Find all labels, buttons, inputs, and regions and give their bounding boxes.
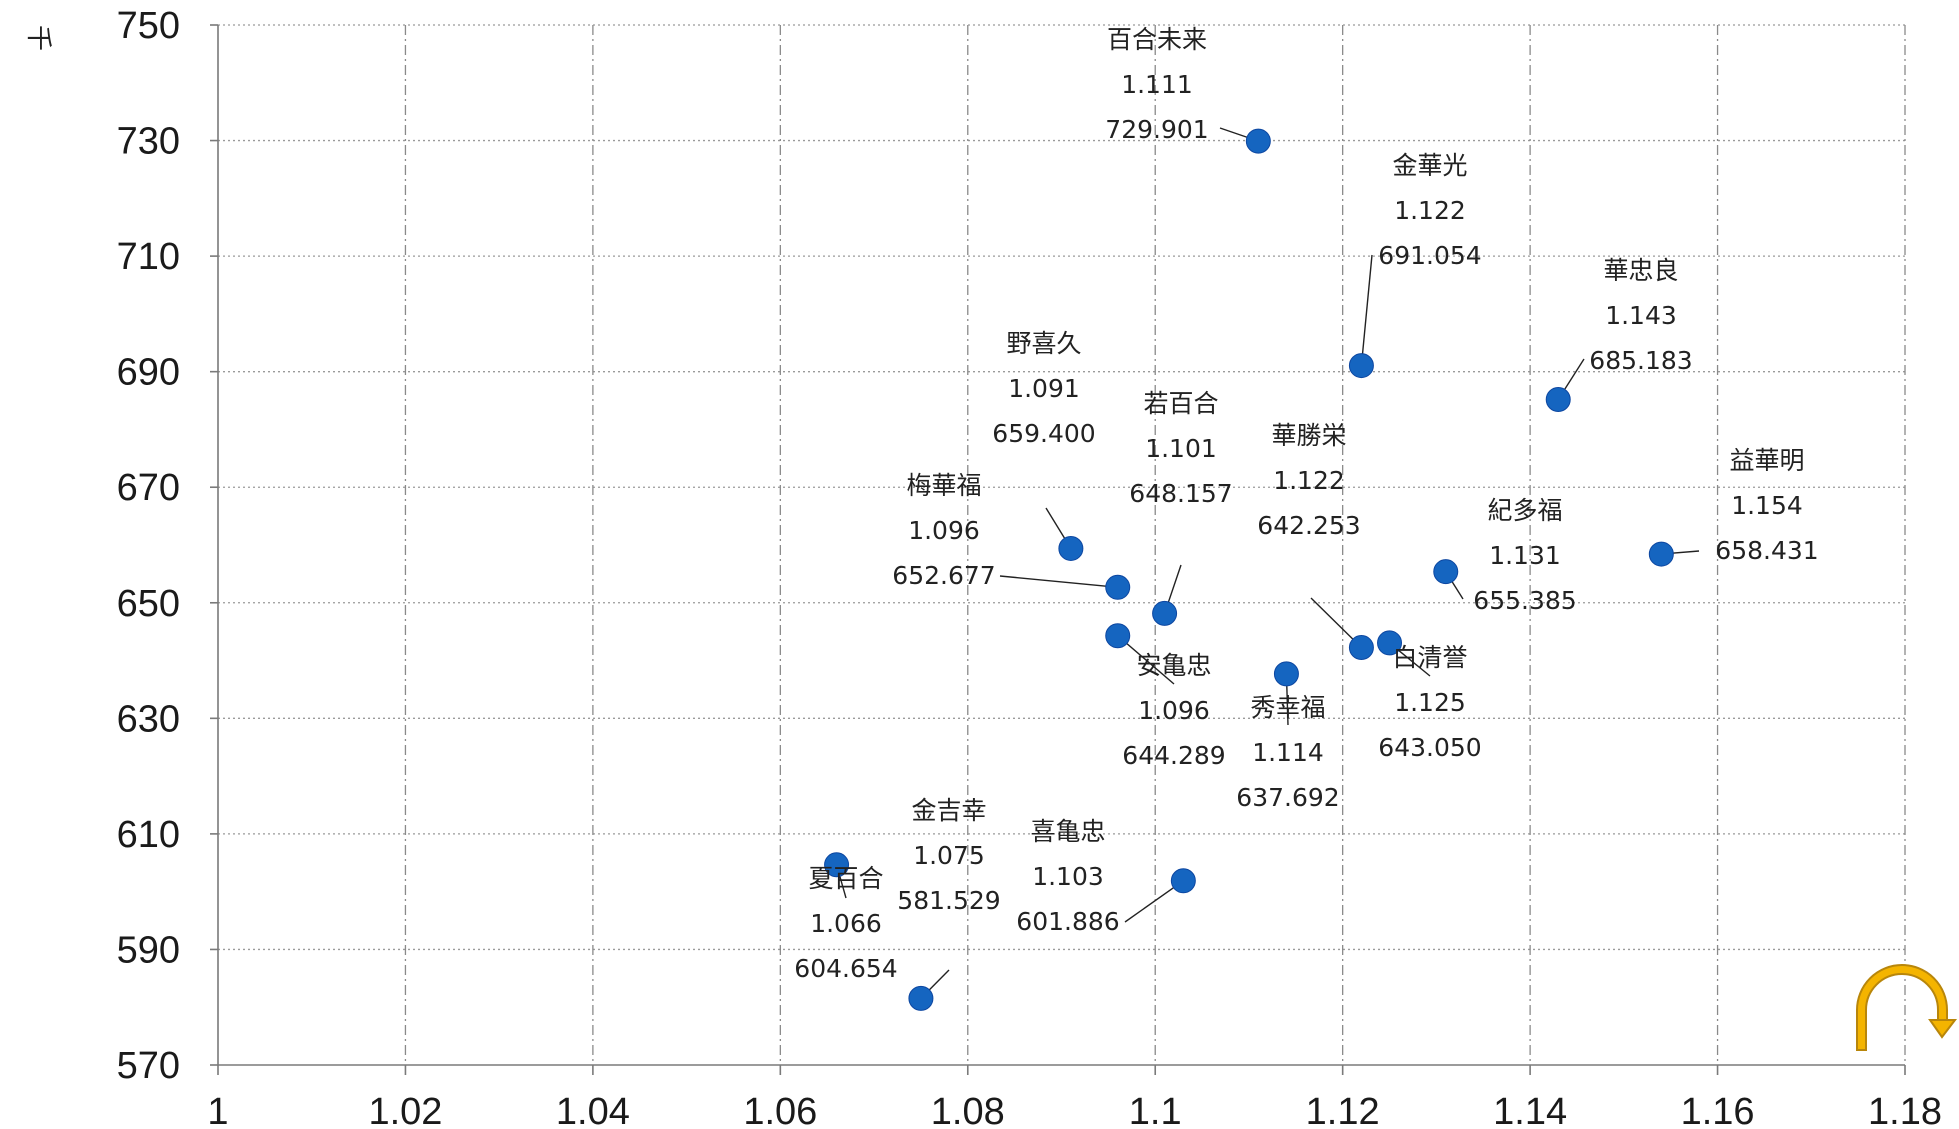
point-y-label: 637.692 xyxy=(1236,783,1339,812)
point-x-label: 1.101 xyxy=(1145,434,1217,463)
point-y-label: 652.677 xyxy=(892,561,995,590)
leader-line xyxy=(1360,254,1373,366)
x-tick-label: 1 xyxy=(207,1091,228,1129)
x-tick-label: 1.1 xyxy=(1129,1091,1182,1129)
point-name-label: 若百合 xyxy=(1143,389,1218,418)
point-y-label: 655.385 xyxy=(1473,586,1576,615)
point-name-label: 華忠良 xyxy=(1603,256,1678,285)
y-tick-label: 630 xyxy=(117,698,180,740)
point-name-label: 喜亀忠 xyxy=(1030,817,1105,846)
point-name-label: 夏百合 xyxy=(808,864,883,893)
point-name-label: 梅華福 xyxy=(906,471,981,500)
point-name-label: 野喜久 xyxy=(1006,329,1081,358)
y-tick-label: 690 xyxy=(117,352,180,394)
data-point xyxy=(1377,630,1403,656)
data-point xyxy=(908,985,934,1011)
point-x-label: 1.122 xyxy=(1394,196,1466,225)
data-point xyxy=(1058,535,1084,561)
x-tick-label: 1.04 xyxy=(556,1091,630,1129)
point-x-label: 1.075 xyxy=(913,841,985,870)
data-point xyxy=(824,852,850,878)
data-point xyxy=(1245,128,1271,154)
data-point xyxy=(1105,574,1131,600)
data-point xyxy=(1348,353,1374,379)
point-x-label: 1.096 xyxy=(908,516,980,545)
point-y-label: 685.183 xyxy=(1589,346,1692,375)
curved-arrow-icon xyxy=(1856,964,1958,1051)
leader-line xyxy=(999,575,1118,589)
data-point xyxy=(1433,559,1459,585)
point-x-label: 1.114 xyxy=(1252,738,1324,767)
point-y-label: 659.400 xyxy=(992,419,1095,448)
data-point xyxy=(1105,623,1131,649)
y-tick-label: 730 xyxy=(117,121,180,163)
x-tick-label: 1.08 xyxy=(931,1091,1005,1129)
data-point xyxy=(1348,635,1374,661)
y-tick-label: 650 xyxy=(117,583,180,625)
x-tick-label: 1.12 xyxy=(1306,1091,1380,1129)
point-y-label: 729.901 xyxy=(1105,115,1208,144)
point-name-label: 百合未来 xyxy=(1107,25,1207,54)
point-name-label: 紀多福 xyxy=(1487,496,1562,525)
point-x-label: 1.122 xyxy=(1273,466,1345,495)
data-point xyxy=(1648,541,1674,567)
y-tick-label: 750 xyxy=(117,5,180,47)
x-tick-label: 1.02 xyxy=(368,1091,442,1129)
x-tick-label: 1.18 xyxy=(1868,1091,1942,1129)
y-unit-label: 千 xyxy=(23,25,53,51)
point-y-label: 658.431 xyxy=(1715,536,1818,565)
y-tick-label: 590 xyxy=(117,929,180,971)
point-name-label: 華勝栄 xyxy=(1271,421,1346,450)
point-x-label: 1.125 xyxy=(1394,688,1466,717)
point-x-label: 1.091 xyxy=(1008,374,1080,403)
data-point xyxy=(1152,600,1178,626)
point-y-label: 581.529 xyxy=(897,886,1000,915)
point-y-label: 643.050 xyxy=(1378,733,1481,762)
point-name-label: 金吉幸 xyxy=(911,796,986,825)
point-y-label: 604.654 xyxy=(794,954,897,983)
x-tick-label: 1.14 xyxy=(1493,1091,1567,1129)
point-name-label: 益華明 xyxy=(1729,446,1804,475)
data-point xyxy=(1545,386,1571,412)
point-y-label: 648.157 xyxy=(1129,479,1232,508)
y-tick-label: 670 xyxy=(117,467,180,509)
point-x-label: 1.096 xyxy=(1138,696,1210,725)
data-point xyxy=(1273,661,1299,687)
y-tick-label: 710 xyxy=(117,236,180,278)
point-name-label: 秀幸福 xyxy=(1250,693,1325,722)
x-tick-label: 1.16 xyxy=(1681,1091,1755,1129)
point-y-label: 601.886 xyxy=(1016,907,1119,936)
point-x-label: 1.103 xyxy=(1032,862,1104,891)
point-y-label: 691.054 xyxy=(1378,241,1481,270)
point-name-label: 白清誉 xyxy=(1392,643,1467,672)
y-tick-label: 570 xyxy=(117,1045,180,1087)
y-tick-label: 610 xyxy=(117,814,180,856)
point-x-label: 1.143 xyxy=(1605,301,1677,330)
point-x-label: 1.154 xyxy=(1731,491,1803,520)
point-y-label: 642.253 xyxy=(1257,511,1360,540)
point-x-label: 1.111 xyxy=(1121,70,1193,99)
x-tick-label: 1.06 xyxy=(743,1091,817,1129)
point-name-label: 金華光 xyxy=(1392,151,1467,180)
point-y-label: 644.289 xyxy=(1122,741,1225,770)
data-point xyxy=(1170,868,1196,894)
point-x-label: 1.131 xyxy=(1489,541,1561,570)
point-x-label: 1.066 xyxy=(810,909,882,938)
point-name-label: 安亀忠 xyxy=(1136,651,1211,680)
